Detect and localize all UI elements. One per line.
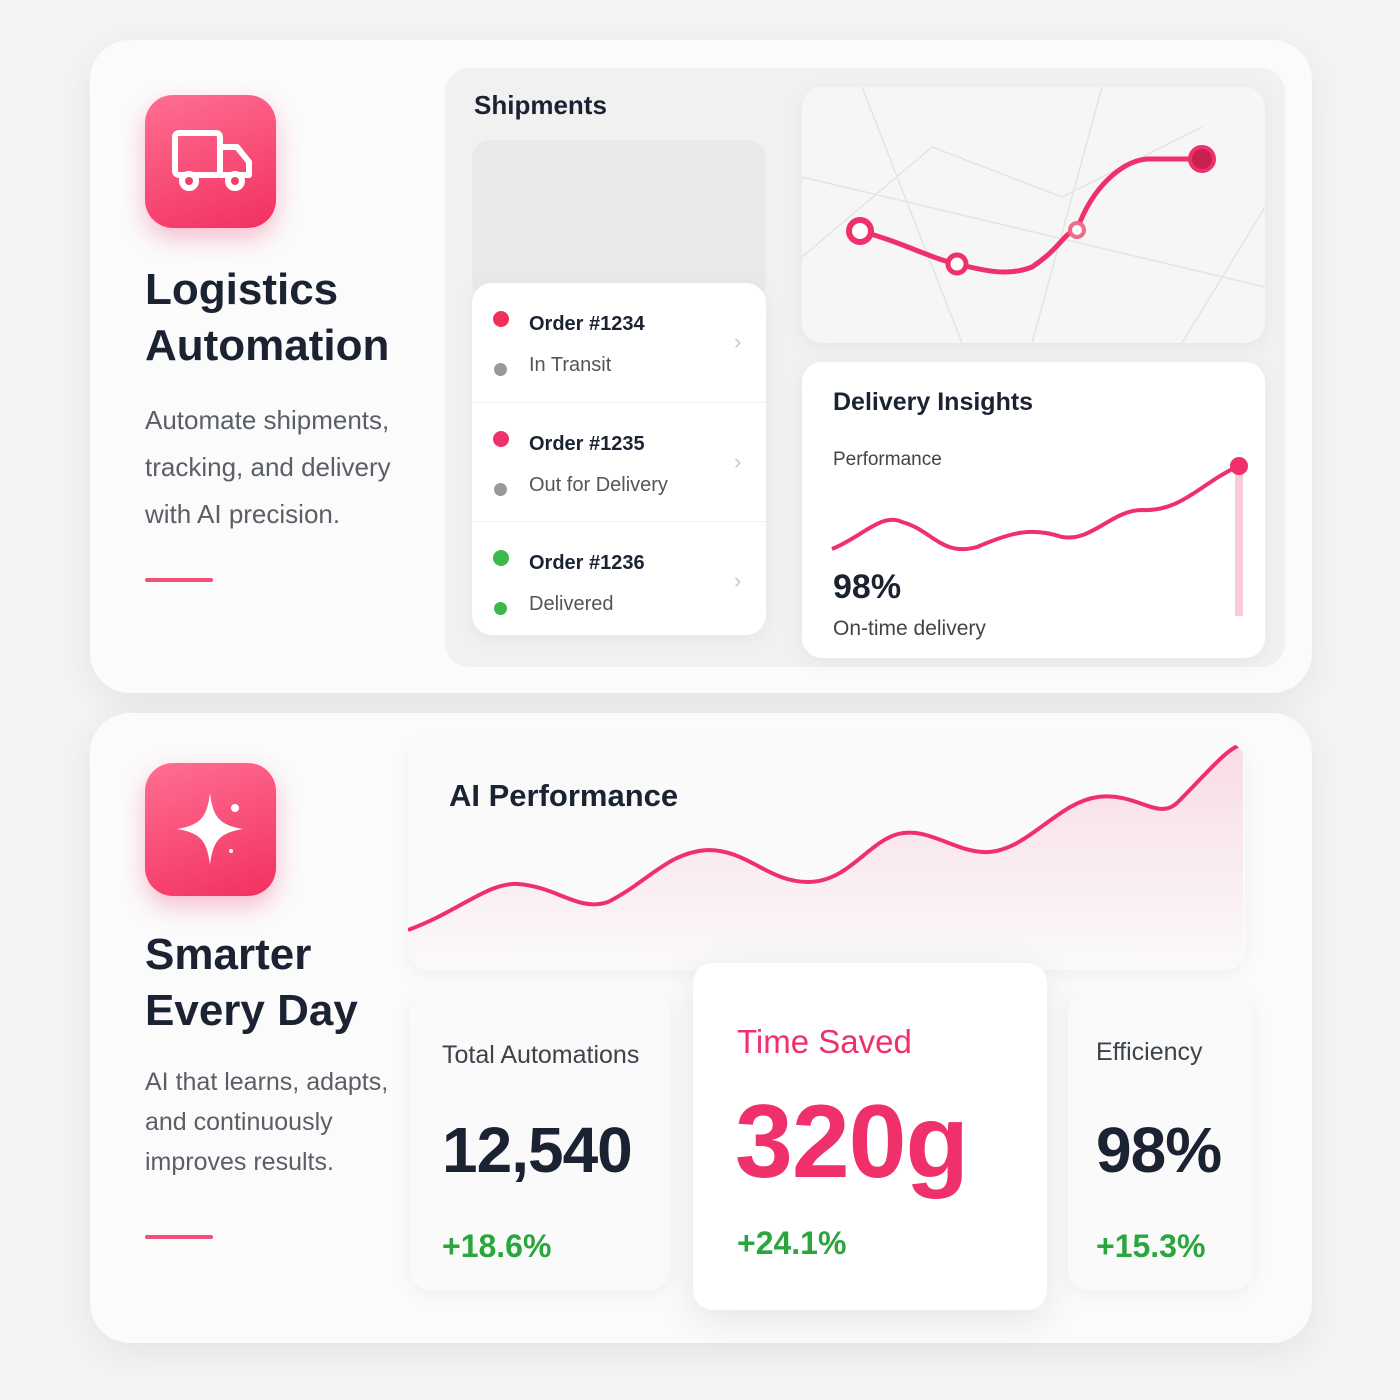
order-status: Delivered bbox=[529, 593, 614, 615]
order-id: Order #1236 bbox=[529, 552, 645, 574]
order-id: Order #1235 bbox=[529, 433, 645, 455]
status-dot bbox=[493, 431, 509, 447]
accent-dash bbox=[145, 578, 213, 582]
insights-card: Delivery Insights Performance 98% On-tim… bbox=[802, 362, 1265, 658]
stat-value: 320g bbox=[735, 1084, 969, 1200]
stat-card: Efficiency 98% +15.3% bbox=[1068, 993, 1253, 1290]
stat-label: Efficiency bbox=[1096, 1038, 1203, 1066]
status-dot bbox=[493, 550, 509, 566]
order-row[interactable]: Order #1234 In Transit › bbox=[472, 283, 766, 402]
stat-label: Time Saved bbox=[737, 1023, 912, 1060]
chevron[interactable]: › bbox=[734, 329, 742, 354]
sparkle-icon bbox=[145, 763, 276, 896]
sparkle-glyph bbox=[177, 793, 243, 865]
status-dot bbox=[494, 363, 507, 376]
stat-change: +24.1% bbox=[737, 1225, 847, 1261]
ai-performance-panel: AI Performance bbox=[408, 742, 1245, 970]
shipments-title: Shipments bbox=[474, 90, 607, 120]
stat-value: 98% bbox=[1096, 1114, 1222, 1186]
insights-value: 98% bbox=[833, 568, 902, 606]
insights-caption: On-time delivery bbox=[833, 617, 986, 640]
stat-label: Total Automations bbox=[442, 1041, 640, 1069]
insights-sparkline bbox=[831, 457, 1248, 616]
smarter-title: Smarter Every Day bbox=[145, 930, 358, 1035]
route-svg bbox=[802, 87, 1265, 343]
smarter-description: AI that learns, adapts, and continuously… bbox=[145, 1068, 389, 1176]
order-row[interactable]: Order #1235 Out for Delivery › bbox=[472, 402, 766, 521]
insights-title: Delivery Insights bbox=[833, 388, 1034, 416]
stat-card: Time Saved 320g +24.1% bbox=[693, 963, 1047, 1310]
status-dot bbox=[494, 483, 507, 496]
truck-icon bbox=[145, 95, 276, 228]
stat-change: +15.3% bbox=[1096, 1228, 1206, 1264]
route-map bbox=[802, 87, 1265, 343]
status-dot bbox=[494, 602, 507, 615]
stat-card: Total Automations 12,540 +18.6% bbox=[410, 993, 670, 1290]
accent-dash bbox=[145, 1235, 213, 1239]
stat-value: 12,540 bbox=[442, 1114, 633, 1186]
order-id: Order #1234 bbox=[529, 313, 645, 335]
chevron[interactable]: › bbox=[734, 568, 742, 593]
truck-glyph bbox=[172, 130, 252, 191]
logistics-title: Logistics Automation bbox=[145, 265, 390, 370]
stat-change: +18.6% bbox=[442, 1228, 552, 1264]
status-dot bbox=[493, 311, 509, 327]
order-row[interactable]: Order #1236 Delivered › bbox=[472, 521, 766, 635]
order-list bbox=[472, 283, 766, 635]
logistics-description: Automate shipments, tracking, and delive… bbox=[145, 405, 391, 529]
ai-performance-title: AI Performance bbox=[449, 778, 679, 813]
insights-subtitle: Performance bbox=[833, 449, 942, 470]
order-status: In Transit bbox=[529, 354, 612, 376]
chevron[interactable]: › bbox=[734, 449, 742, 474]
order-status: Out for Delivery bbox=[529, 474, 668, 496]
map-thumbnail bbox=[472, 140, 766, 300]
ai-performance-svg bbox=[408, 742, 1244, 970]
